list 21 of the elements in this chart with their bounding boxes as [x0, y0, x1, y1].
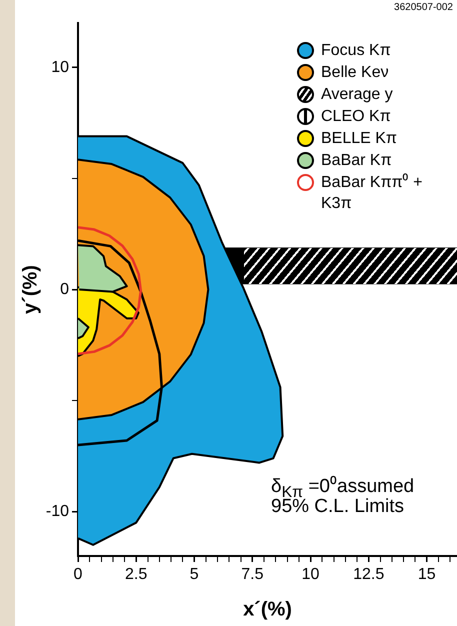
x-tick-label: 5 [190, 566, 199, 584]
x-axis-title: x´(%) [243, 598, 292, 621]
legend-label: BaBar Kππ⁰ + K3π [321, 172, 424, 214]
legend-label: CLEO Kπ [321, 107, 391, 127]
y-tick-label: 0 [60, 280, 70, 298]
y-tick-label: 10 [51, 58, 70, 76]
annotation: 95% C.L. Limits [271, 496, 404, 518]
y-tick-label: -10 [46, 502, 70, 520]
y-axis-title: y´(%) [20, 265, 42, 314]
x-tick-label: 15 [418, 566, 436, 584]
x-tick-label: 0 [74, 566, 83, 584]
text: 3620507-002 [394, 2, 453, 13]
x-tick-label: 12.5 [353, 566, 384, 584]
x-tick-label: 10 [302, 566, 320, 584]
legend-label: Focus Kπ [321, 41, 391, 61]
x-tick-label: 2.5 [125, 566, 148, 584]
x-tick-label: 7.5 [241, 566, 264, 584]
legend-label: Belle Keν [321, 63, 389, 83]
legend-label: BELLE Kπ [321, 129, 397, 149]
legend-label: BaBar Kπ [321, 151, 392, 171]
legend-label: Average y [321, 85, 393, 105]
